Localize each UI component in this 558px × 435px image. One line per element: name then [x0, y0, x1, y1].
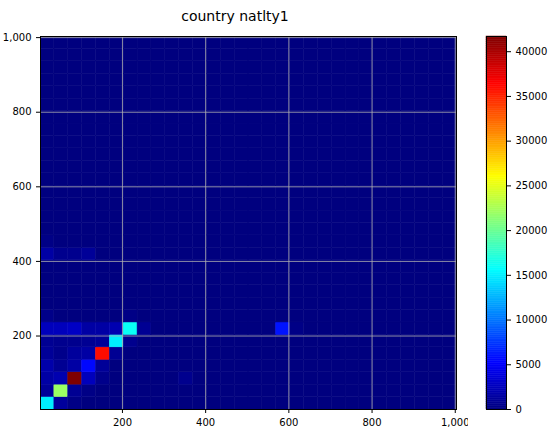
svg-text:600: 600	[279, 417, 298, 428]
svg-text:600: 600	[12, 181, 31, 192]
svg-text:40000: 40000	[516, 46, 548, 57]
svg-text:400: 400	[12, 256, 31, 267]
svg-text:20000: 20000	[516, 225, 548, 236]
svg-text:1,000: 1,000	[441, 417, 468, 428]
svg-text:200: 200	[113, 417, 132, 428]
svg-text:400: 400	[196, 417, 215, 428]
svg-text:800: 800	[363, 417, 382, 428]
html-text:country natlty1: country natlty1	[181, 8, 289, 24]
svg-text:800: 800	[12, 106, 31, 117]
svg-text:200: 200	[12, 330, 31, 341]
svg-text:1,000: 1,000	[3, 32, 32, 43]
svg-text:5000: 5000	[516, 359, 541, 370]
svg-text:25000: 25000	[516, 180, 548, 191]
svg-text:10000: 10000	[516, 314, 548, 325]
svg-text:0: 0	[516, 404, 522, 415]
svg-text:35000: 35000	[516, 91, 548, 102]
svg-text:30000: 30000	[516, 135, 548, 146]
svg-text:15000: 15000	[516, 270, 548, 281]
